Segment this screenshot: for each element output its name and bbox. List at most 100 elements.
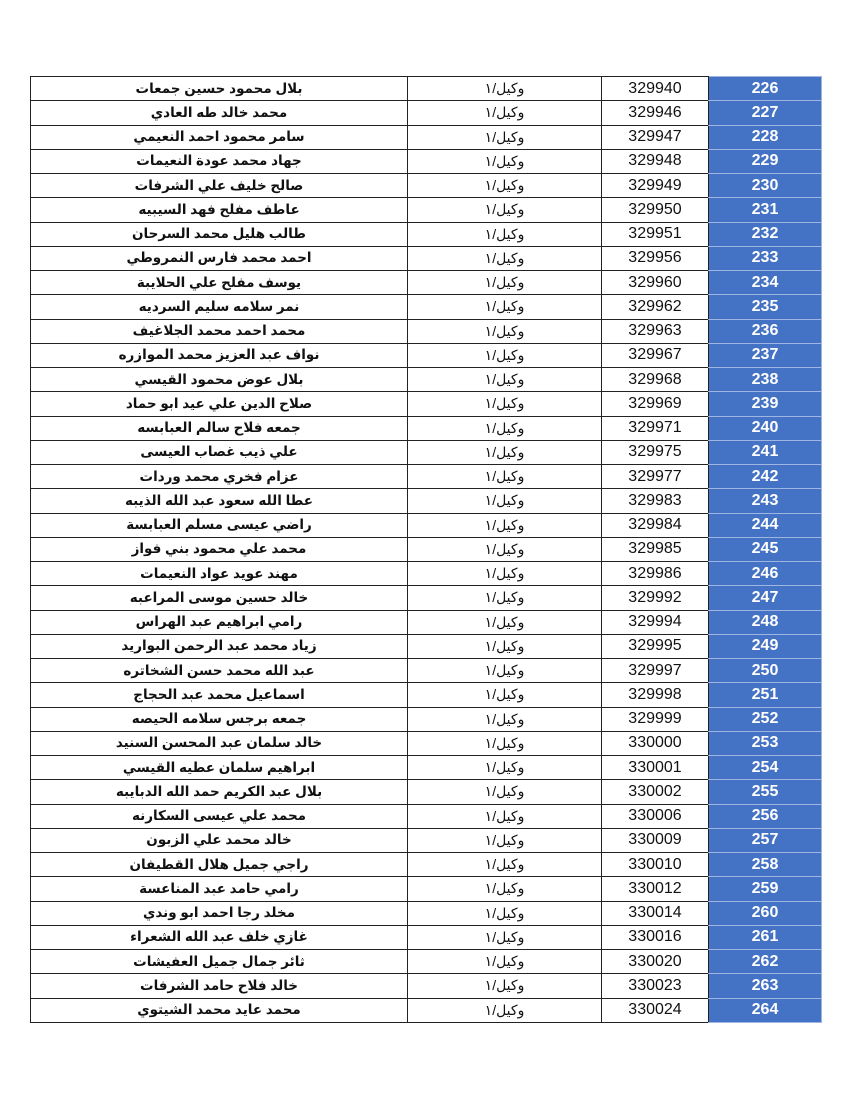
full-name-cell: بلال محمود حسين جمعات: [30, 75, 408, 102]
row-index-cell: 256: [708, 803, 822, 829]
military-number-cell: 330012: [601, 876, 709, 902]
table-row: 239 329969 وكيل/١ صلاح الدين علي عيد ابو حم…: [30, 391, 822, 417]
rank-cell: وكيل/١: [407, 294, 602, 320]
row-index-cell: 249: [708, 633, 822, 660]
rank-cell: وكيل/١: [407, 148, 602, 175]
rank-cell: وكيل/١: [407, 366, 602, 393]
rank-cell: وكيل/١: [407, 415, 602, 441]
row-index-cell: 262: [708, 948, 822, 975]
full-name-cell: يوسف مفلح علي الحلايبة: [30, 269, 408, 296]
rank-cell: وكيل/١: [407, 948, 602, 975]
rank-cell: وكيل/١: [407, 900, 602, 926]
full-name-cell: نمر سلامه سليم السرديه: [30, 294, 408, 320]
full-name-cell: جمعه فلاح سالم العبابسه: [30, 415, 408, 441]
rank-cell: وكيل/١: [407, 609, 602, 635]
full-name-cell: علي ذيب غصاب العيسى: [30, 439, 408, 466]
table-row: 261 330016 وكيل/١ غازي خلف عبد الله الشعراء: [30, 924, 822, 951]
full-name-cell: خالد فلاح حامد الشرفات: [30, 973, 408, 999]
military-number-cell: 329994: [601, 609, 709, 635]
row-index-cell: 231: [708, 197, 822, 223]
rank-cell: وكيل/١: [407, 997, 602, 1023]
military-number-cell: 329951: [601, 221, 709, 247]
military-number-cell: 329999: [601, 706, 709, 732]
table-row: 227 329946 وكيل/١ محمد خالد طه العادي: [30, 100, 822, 126]
row-index-cell: 245: [708, 536, 822, 563]
full-name-cell: محمد احمد محمد الجلاغيف: [30, 318, 408, 344]
full-name-cell: محمد عايد محمد الشيتوي: [30, 997, 408, 1023]
rank-cell: وكيل/١: [407, 657, 602, 684]
rank-cell: وكيل/١: [407, 391, 602, 417]
full-name-cell: احمد محمد فارس النمروطي: [30, 245, 408, 272]
military-number-cell: 329997: [601, 657, 709, 684]
full-name-cell: رامي حامد عبد المناعسة: [30, 876, 408, 902]
rank-cell: وكيل/١: [407, 75, 602, 102]
row-index-cell: 227: [708, 100, 822, 126]
rank-cell: وكيل/١: [407, 221, 602, 247]
rank-cell: وكيل/١: [407, 463, 602, 490]
rank-cell: وكيل/١: [407, 100, 602, 126]
military-number-cell: 329967: [601, 342, 709, 369]
row-index-cell: 226: [708, 75, 822, 102]
table-row: 231 329950 وكيل/١ عاطف مفلح فهد السيبيه: [30, 197, 822, 223]
military-number-cell: 329969: [601, 391, 709, 417]
rank-cell: وكيل/١: [407, 851, 602, 878]
military-number-cell: 329960: [601, 269, 709, 296]
full-name-cell: بلال عوض محمود القيسي: [30, 366, 408, 393]
military-number-cell: 330010: [601, 851, 709, 878]
row-index-cell: 252: [708, 706, 822, 732]
row-index-cell: 239: [708, 391, 822, 417]
table-row: 259 330012 وكيل/١ رامي حامد عبد المناعسة: [30, 876, 822, 902]
military-number-cell: 329962: [601, 294, 709, 320]
full-name-cell: زياد محمد عبد الرحمن البواريد: [30, 633, 408, 660]
table-row: 257 330009 وكيل/١ خالد محمد علي الزبون: [30, 827, 822, 854]
full-name-cell: بلال عبد الكريم حمد الله الدبايبه: [30, 779, 408, 805]
full-name-cell: ثائر جمال جميل العفيشات: [30, 948, 408, 975]
table-row: 234 329960 وكيل/١ يوسف مفلح علي الحلايبة: [30, 269, 822, 296]
row-index-cell: 243: [708, 488, 822, 514]
row-index-cell: 257: [708, 827, 822, 854]
row-index-cell: 228: [708, 124, 822, 150]
row-index-cell: 253: [708, 730, 822, 757]
row-index-cell: 263: [708, 973, 822, 999]
table-row: 240 329971 وكيل/١ جمعه فلاح سالم العبابسه: [30, 415, 822, 441]
full-name-cell: غازي خلف عبد الله الشعراء: [30, 924, 408, 951]
row-index-cell: 264: [708, 997, 822, 1023]
table-row: 236 329963 وكيل/١ محمد احمد محمد الجلاغيف: [30, 318, 822, 344]
row-index-cell: 259: [708, 876, 822, 902]
table-row: 256 330006 وكيل/١ محمد علي عيسى السكارنه: [30, 803, 822, 829]
military-number-cell: 329995: [601, 633, 709, 660]
row-index-cell: 241: [708, 439, 822, 466]
row-index-cell: 230: [708, 172, 822, 199]
row-index-cell: 238: [708, 366, 822, 393]
table-row: 260 330014 وكيل/١ مخلد رجا احمد ابو وندي: [30, 900, 822, 926]
table-row: 251 329998 وكيل/١ اسماعيل محمد عبد الحجاج: [30, 682, 822, 708]
full-name-cell: جهاد محمد عودة النعيمات: [30, 148, 408, 175]
military-number-cell: 329956: [601, 245, 709, 272]
row-index-cell: 234: [708, 269, 822, 296]
full-name-cell: اسماعيل محمد عبد الحجاج: [30, 682, 408, 708]
military-number-cell: 330016: [601, 924, 709, 951]
military-number-cell: 329950: [601, 197, 709, 223]
rank-cell: وكيل/١: [407, 172, 602, 199]
full-name-cell: خالد سلمان عبد المحسن السنيد: [30, 730, 408, 757]
rank-cell: وكيل/١: [407, 318, 602, 344]
full-name-cell: محمد خالد طه العادي: [30, 100, 408, 126]
row-index-cell: 260: [708, 900, 822, 926]
rank-cell: وكيل/١: [407, 124, 602, 150]
table-row: 250 329997 وكيل/١ عبد الله محمد حسن الشخاتر…: [30, 657, 822, 684]
table-row: 248 329994 وكيل/١ رامي ابراهيم عبد الهراس: [30, 609, 822, 635]
table-row: 241 329975 وكيل/١ علي ذيب غصاب العيسى: [30, 439, 822, 466]
full-name-cell: راجي جميل هلال القطيفان: [30, 851, 408, 878]
row-index-cell: 244: [708, 512, 822, 538]
row-index-cell: 240: [708, 415, 822, 441]
table-row: 262 330020 وكيل/١ ثائر جمال جميل العفيشات: [30, 948, 822, 975]
row-index-cell: 237: [708, 342, 822, 369]
row-index-cell: 233: [708, 245, 822, 272]
table-row: 233 329956 وكيل/١ احمد محمد فارس النمروطي: [30, 245, 822, 272]
rank-cell: وكيل/١: [407, 803, 602, 829]
full-name-cell: محمد علي عيسى السكارنه: [30, 803, 408, 829]
full-name-cell: رامي ابراهيم عبد الهراس: [30, 609, 408, 635]
table-row: 237 329967 وكيل/١ نواف عبد العزيز محمد المو…: [30, 342, 822, 369]
full-name-cell: مخلد رجا احمد ابو وندي: [30, 900, 408, 926]
table-row: 258 330010 وكيل/١ راجي جميل هلال القطيفان: [30, 851, 822, 878]
